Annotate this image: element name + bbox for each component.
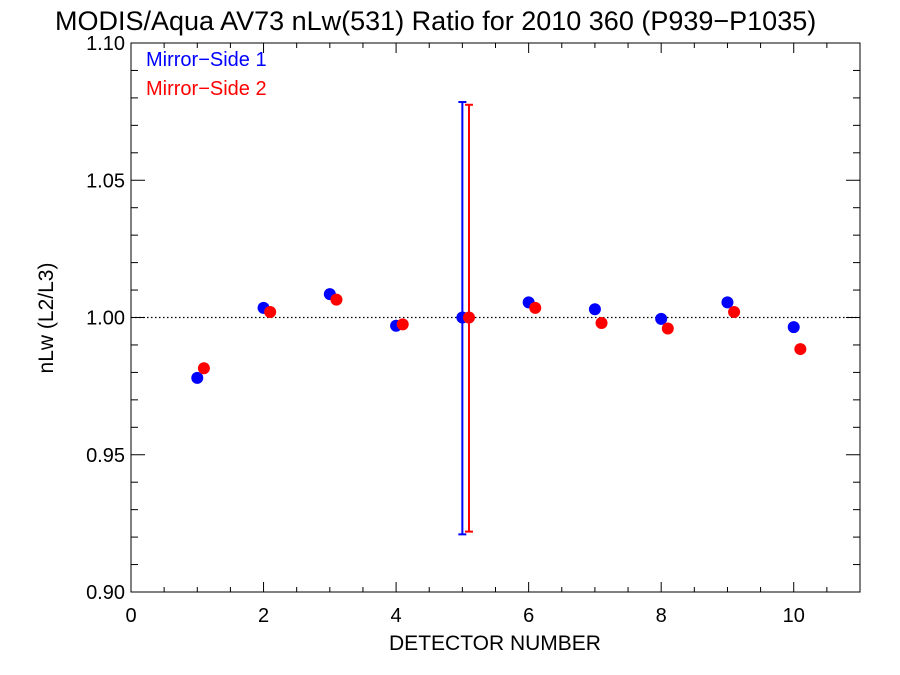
- data-point-series-1: [191, 371, 204, 384]
- x-tick-label: 8: [656, 605, 667, 627]
- data-point-series-2: [595, 316, 608, 329]
- y-tick-label: 1.05: [86, 170, 125, 192]
- data-point-series-1: [721, 296, 734, 309]
- x-tick-label: 10: [783, 605, 805, 627]
- y-tick-label: 1.10: [86, 33, 125, 55]
- data-point-series-1: [787, 321, 800, 334]
- legend-entry-1: Mirror−Side 1: [146, 49, 267, 71]
- x-tick-label: 2: [258, 605, 269, 627]
- data-point-series-2: [197, 362, 210, 375]
- x-tick-label: 4: [391, 605, 402, 627]
- y-tick-label: 0.95: [86, 445, 125, 467]
- data-point-series-2: [330, 293, 343, 306]
- data-point-series-2: [661, 322, 674, 335]
- legend: Mirror−Side 1 Mirror−Side 2: [146, 49, 267, 100]
- data-point-series-1: [655, 312, 668, 325]
- data-point-series-2: [396, 318, 409, 331]
- x-tick-label: 6: [523, 605, 534, 627]
- x-axis-label: DETECTOR NUMBER: [389, 632, 601, 655]
- data-point-series-2: [529, 301, 542, 314]
- y-tick-label: 0.90: [86, 582, 125, 604]
- y-axis-label: nLw (L2/L3): [35, 263, 58, 374]
- data-point-series-1: [588, 303, 601, 316]
- data-point-series-2: [728, 306, 741, 319]
- data-points-layer: [191, 288, 807, 384]
- data-point-series-2: [462, 311, 475, 324]
- y-tick-label: 1.00: [86, 308, 125, 330]
- x-tick-label: 0: [125, 605, 136, 627]
- tick-layer: [130, 42, 861, 593]
- data-point-series-2: [264, 306, 277, 319]
- chart-title: MODIS/Aqua AV73 nLw(531) Ratio for 2010 …: [55, 6, 816, 36]
- legend-entry-2: Mirror−Side 2: [146, 78, 267, 100]
- tick-label-layer: 0 2 4 6 8 10 0.90 0.95 1.00 1.05 1.10: [86, 33, 805, 627]
- data-point-series-2: [794, 343, 807, 356]
